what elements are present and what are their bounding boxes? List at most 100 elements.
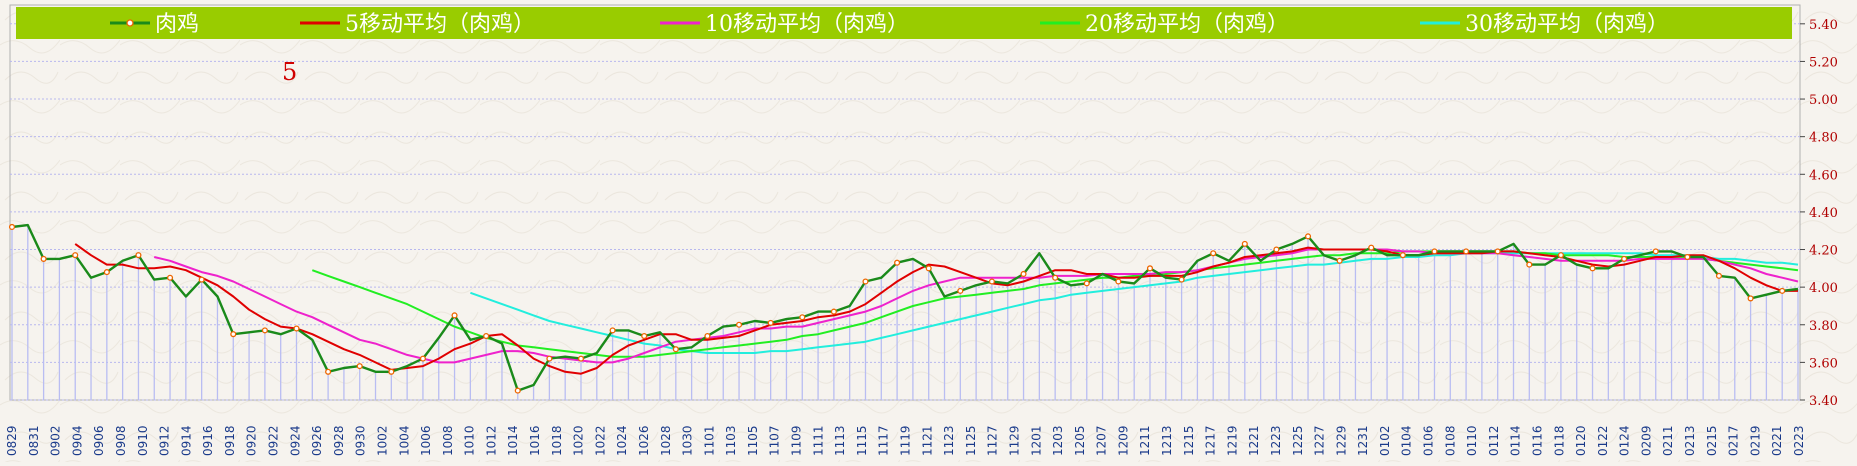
x-tick-label: 1103 xyxy=(724,425,738,456)
x-tick-label: 1121 xyxy=(920,425,934,456)
x-tick-label: 1127 xyxy=(986,425,1000,456)
x-tick-label: 1111 xyxy=(811,425,825,456)
y-tick-label: 4.80 xyxy=(1809,131,1838,146)
price-point xyxy=(830,308,837,315)
series-line-1 xyxy=(74,243,1798,375)
x-tick-label: 1012 xyxy=(484,425,498,456)
price-point xyxy=(925,265,932,272)
y-tick-label: 5.20 xyxy=(1809,55,1838,70)
legend: 肉鸡 5移动平均（肉鸡） 10移动平均（肉鸡） 20移动平均（肉鸡） 30移动平均（肉鸡… xyxy=(16,7,1792,39)
x-tick-label: 1107 xyxy=(768,425,782,456)
x-tick-label: 1028 xyxy=(659,425,673,456)
x-tick-label: 0904 xyxy=(70,425,84,456)
x-tick-label: 0215 xyxy=(1705,425,1719,456)
x-tick-label: 1008 xyxy=(441,425,455,456)
x-tick-label: 0928 xyxy=(332,425,346,456)
x-tick-label: 0829 xyxy=(5,425,19,456)
x-tick-label: 1213 xyxy=(1160,425,1174,456)
price-point xyxy=(894,259,901,266)
x-tick-label: 1209 xyxy=(1116,425,1130,456)
legend-label: 肉鸡 xyxy=(155,12,199,37)
price-point xyxy=(546,355,553,362)
x-tick-label: 1211 xyxy=(1138,425,1152,456)
price-point xyxy=(799,314,806,321)
y-tick-label: 5.00 xyxy=(1809,93,1838,108)
price-point xyxy=(1652,248,1659,255)
x-tick-label: 0221 xyxy=(1770,425,1784,456)
x-tick-label: 1018 xyxy=(550,425,564,456)
x-tick-label: 1215 xyxy=(1182,425,1196,456)
x-tick-label: 1010 xyxy=(463,425,477,456)
x-tick-label: 0924 xyxy=(288,425,302,456)
y-tick-label: 4.20 xyxy=(1809,244,1838,259)
x-tick-label: 1117 xyxy=(877,425,891,456)
x-axis: 0829 0831 0902 0904 0906 0908 0910 0912 0914 0916… xyxy=(5,425,1806,456)
price-point xyxy=(1557,252,1564,259)
price-point xyxy=(293,325,300,332)
x-tick-label: 0122 xyxy=(1596,425,1610,456)
plot-frame xyxy=(9,4,1801,401)
x-tick-label: 1207 xyxy=(1095,425,1109,456)
x-tick-label: 1024 xyxy=(615,425,629,456)
price-point xyxy=(483,332,490,340)
x-tick-label: 1101 xyxy=(702,425,716,456)
x-tick-label: 1223 xyxy=(1269,425,1283,456)
price-point xyxy=(577,355,585,362)
legend-label: 20移动平均（肉鸡） xyxy=(1085,12,1289,37)
legend-label: 5移动平均（肉鸡） xyxy=(345,12,535,37)
x-tick-label: 1205 xyxy=(1073,425,1087,456)
y-tick-label: 5.40 xyxy=(1809,18,1838,33)
x-tick-label: 0102 xyxy=(1378,425,1392,456)
x-tick-label: 1203 xyxy=(1051,425,1065,456)
x-tick-label: 0902 xyxy=(49,425,63,456)
x-tick-label: 1129 xyxy=(1007,425,1021,456)
x-tick-label: 1016 xyxy=(528,425,542,456)
legend-marker xyxy=(126,19,134,27)
x-tick-label: 0106 xyxy=(1422,425,1436,456)
x-tick-label: 1004 xyxy=(397,425,411,456)
x-tick-label: 0112 xyxy=(1487,425,1501,456)
x-tick-label: 1002 xyxy=(375,425,389,456)
y-tick-label: 4.40 xyxy=(1809,206,1838,221)
y-tick-label: 4.60 xyxy=(1809,168,1838,183)
x-tick-label: 0908 xyxy=(114,425,128,456)
x-tick-label: 1217 xyxy=(1204,425,1218,456)
y-tick-label: 3.60 xyxy=(1809,356,1838,371)
price-point xyxy=(1463,248,1470,255)
price-point xyxy=(1779,287,1786,294)
price-point xyxy=(957,287,964,294)
price-point xyxy=(1399,252,1406,259)
price-point xyxy=(735,321,743,328)
x-tick-label: 1113 xyxy=(833,425,847,456)
x-tick-label: 0916 xyxy=(201,425,215,456)
price-point xyxy=(1146,265,1154,272)
x-tick-label: 0118 xyxy=(1552,425,1566,456)
x-tick-label: 0223 xyxy=(1792,425,1806,456)
x-tick-label: 1030 xyxy=(681,425,695,456)
x-tick-label: 1219 xyxy=(1225,425,1239,456)
price-point xyxy=(356,363,363,370)
price-point xyxy=(609,327,616,334)
x-tick-label: 0114 xyxy=(1509,425,1523,456)
price-point xyxy=(1241,240,1248,247)
price-point xyxy=(1083,280,1090,287)
price-point xyxy=(8,223,16,231)
x-tick-label: 0116 xyxy=(1530,425,1544,456)
x-tick-label: 0922 xyxy=(267,425,281,456)
price-point xyxy=(1052,274,1059,281)
price-bars xyxy=(11,225,1799,400)
y-axis: 3.40 3.60 3.80 4.00 4.20 4.40 4.60 4.80 5.00 5.20… xyxy=(1800,18,1838,409)
price-point xyxy=(419,355,426,362)
x-tick-label: 0910 xyxy=(136,425,150,456)
price-point xyxy=(72,252,79,259)
x-tick-label: 1201 xyxy=(1029,425,1043,456)
x-tick-label: 1026 xyxy=(637,425,651,456)
price-point xyxy=(1368,244,1375,251)
price-point xyxy=(325,368,332,375)
x-tick-label: 1125 xyxy=(964,425,978,456)
x-tick-label: 0930 xyxy=(354,425,368,456)
x-tick-label: 0108 xyxy=(1443,425,1457,456)
legend-label: 10移动平均（肉鸡） xyxy=(705,12,909,37)
